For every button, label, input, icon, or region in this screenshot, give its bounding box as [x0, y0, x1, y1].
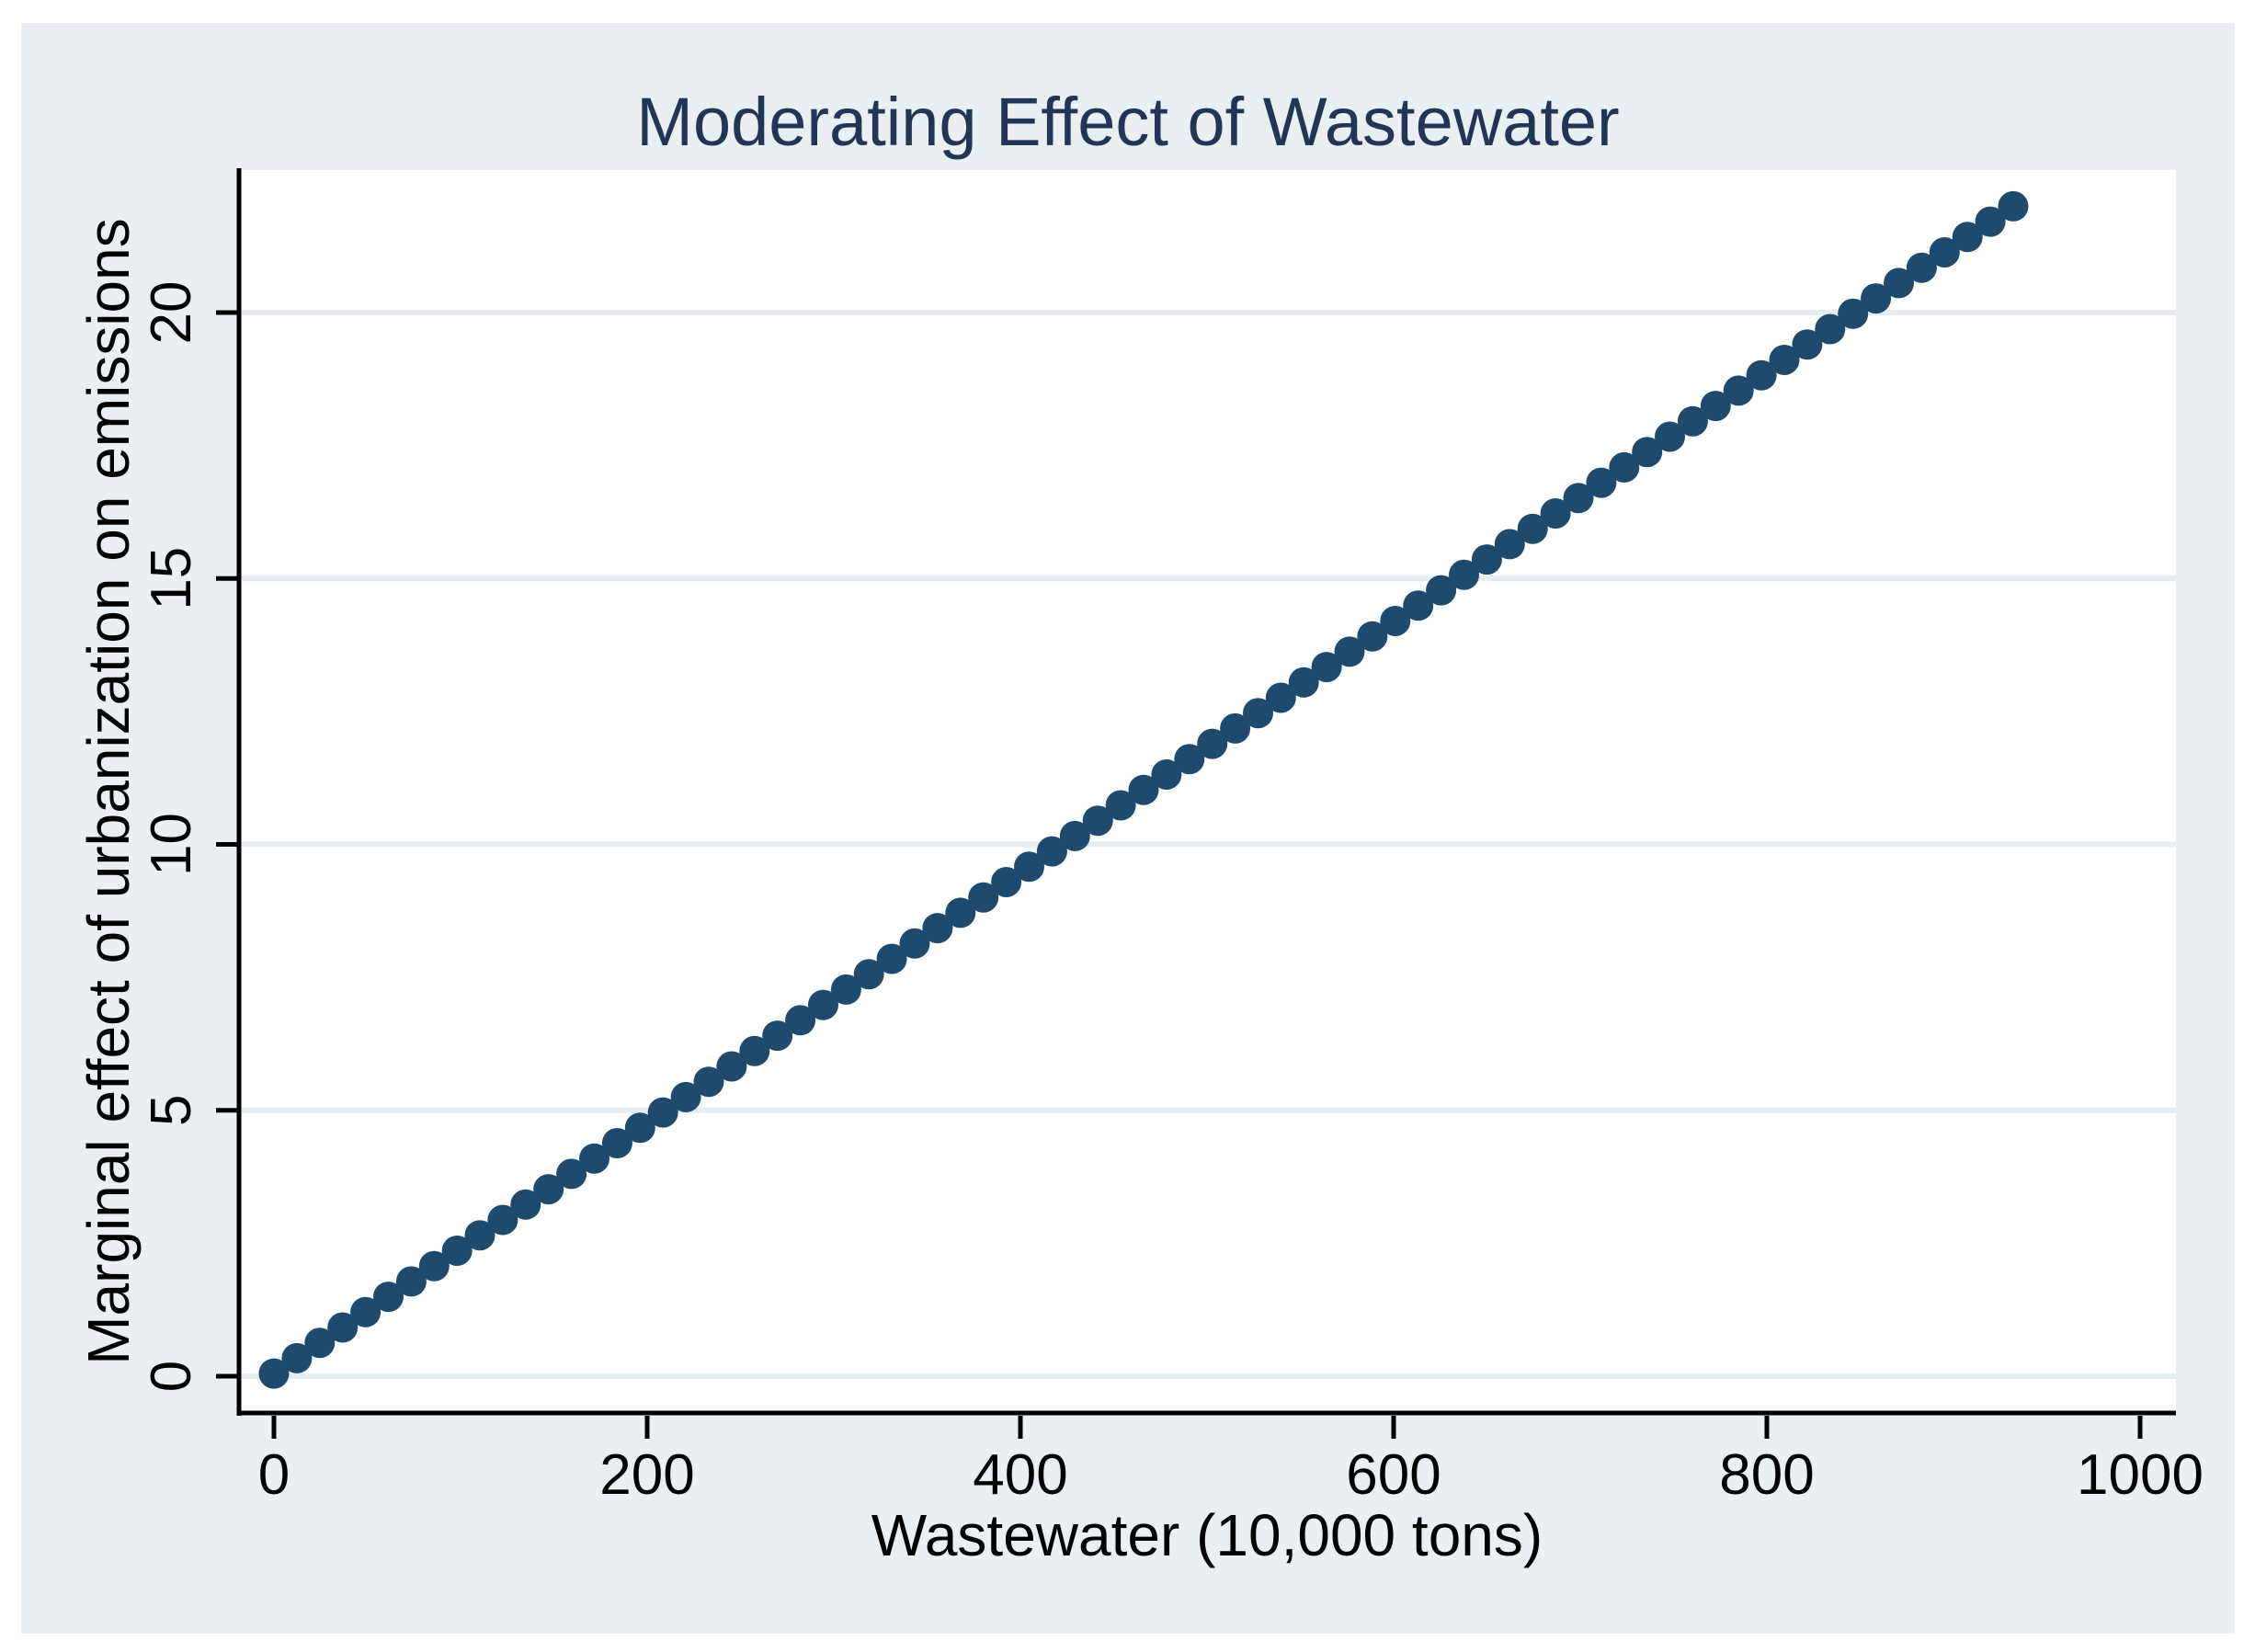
data-point [601, 1128, 632, 1158]
tick-marks [216, 310, 2143, 1439]
data-point [1151, 759, 1182, 790]
data-point [1059, 820, 1090, 851]
data-point [1586, 467, 1617, 498]
data-point [350, 1296, 382, 1327]
data-point [1540, 498, 1571, 529]
x-tick-label: 600 [1346, 1443, 1441, 1507]
data-point [1380, 606, 1411, 636]
data-point [395, 1266, 427, 1297]
data-point [1815, 313, 1846, 345]
data-point [808, 989, 838, 1020]
data-point [1700, 391, 1731, 422]
data-point [1036, 836, 1067, 867]
data-point [1563, 483, 1594, 514]
data-point [1906, 252, 1937, 283]
data-point [258, 1358, 290, 1389]
data-point [1609, 451, 1640, 483]
x-tick-label: 400 [973, 1443, 1067, 1507]
data-point [1288, 666, 1319, 698]
data-point [1311, 652, 1342, 683]
data-point [1517, 513, 1548, 544]
data-point [533, 1174, 564, 1205]
data-point [579, 1143, 609, 1174]
data-point [876, 943, 907, 974]
data-point [418, 1250, 450, 1282]
data-point [1105, 790, 1136, 821]
data-point [1952, 222, 1983, 253]
data-point [327, 1312, 359, 1343]
data-point [1975, 206, 2006, 237]
data-point [1838, 298, 1869, 329]
data-point [1220, 712, 1251, 744]
data-point [853, 959, 884, 990]
data-point [1174, 744, 1205, 775]
data-point [670, 1081, 701, 1112]
data-point [1929, 237, 1960, 268]
data-point [991, 867, 1022, 897]
data-point [624, 1112, 655, 1144]
y-tick-label: 20 [140, 281, 203, 345]
axis-lines [236, 168, 2176, 1416]
y-tick-label: 5 [140, 1095, 203, 1126]
data-point [1014, 851, 1044, 883]
data-point [487, 1204, 518, 1236]
data-point [899, 928, 930, 959]
data-point [1243, 698, 1273, 729]
data-point [510, 1189, 541, 1220]
chart-title: Moderating Effect of Wastewater [636, 84, 1619, 160]
data-point [281, 1342, 313, 1373]
data-point [647, 1097, 678, 1128]
data-point [762, 1020, 793, 1052]
data-point [830, 974, 861, 1005]
data-point [373, 1282, 404, 1313]
x-tick-label: 800 [1719, 1443, 1814, 1507]
data-point [304, 1327, 336, 1359]
data-point [1265, 682, 1296, 713]
data-point [1769, 345, 1800, 375]
data-series [258, 190, 2029, 1389]
data-point [556, 1158, 587, 1190]
data-point [1655, 421, 1685, 452]
data-point [1494, 529, 1525, 560]
data-point [693, 1066, 724, 1098]
data-point [1426, 575, 1457, 606]
data-point [1632, 437, 1663, 468]
data-point [739, 1035, 770, 1066]
tick-labels: 0 200 400 600 800 1000 0 5 10 15 20 [140, 281, 2204, 1507]
y-tick-label: 0 [140, 1361, 203, 1392]
data-point [1677, 405, 1708, 437]
data-point [1723, 375, 1754, 406]
x-tick-label: 0 [258, 1443, 290, 1507]
data-point [1792, 329, 1823, 360]
y-tick-label: 10 [140, 813, 203, 876]
data-point [1746, 359, 1777, 391]
plot-region [239, 170, 2176, 1413]
data-point [1471, 544, 1502, 575]
data-point [1357, 621, 1388, 652]
data-point [441, 1236, 473, 1266]
data-point [1403, 590, 1434, 621]
gridlines [239, 310, 2176, 1379]
data-point [968, 882, 999, 913]
data-point [1334, 636, 1365, 667]
data-point [1884, 268, 1914, 299]
data-point [1998, 190, 2029, 222]
y-axis-title: Marginal effect of urbanization on emiss… [75, 218, 142, 1365]
data-point [1128, 774, 1159, 805]
data-point [785, 1005, 816, 1036]
data-point [716, 1051, 747, 1082]
data-point [1197, 728, 1228, 759]
data-point [945, 897, 976, 929]
x-tick-label: 1000 [2077, 1443, 2204, 1507]
x-tick-label: 200 [599, 1443, 694, 1507]
data-point [1861, 283, 1892, 314]
y-tick-label: 15 [140, 547, 203, 610]
data-point [1449, 559, 1479, 590]
data-point [464, 1220, 495, 1251]
data-point [1082, 805, 1113, 837]
x-axis-title: Wastewater (10,000 tons) [871, 1502, 1543, 1568]
data-point [922, 913, 953, 944]
